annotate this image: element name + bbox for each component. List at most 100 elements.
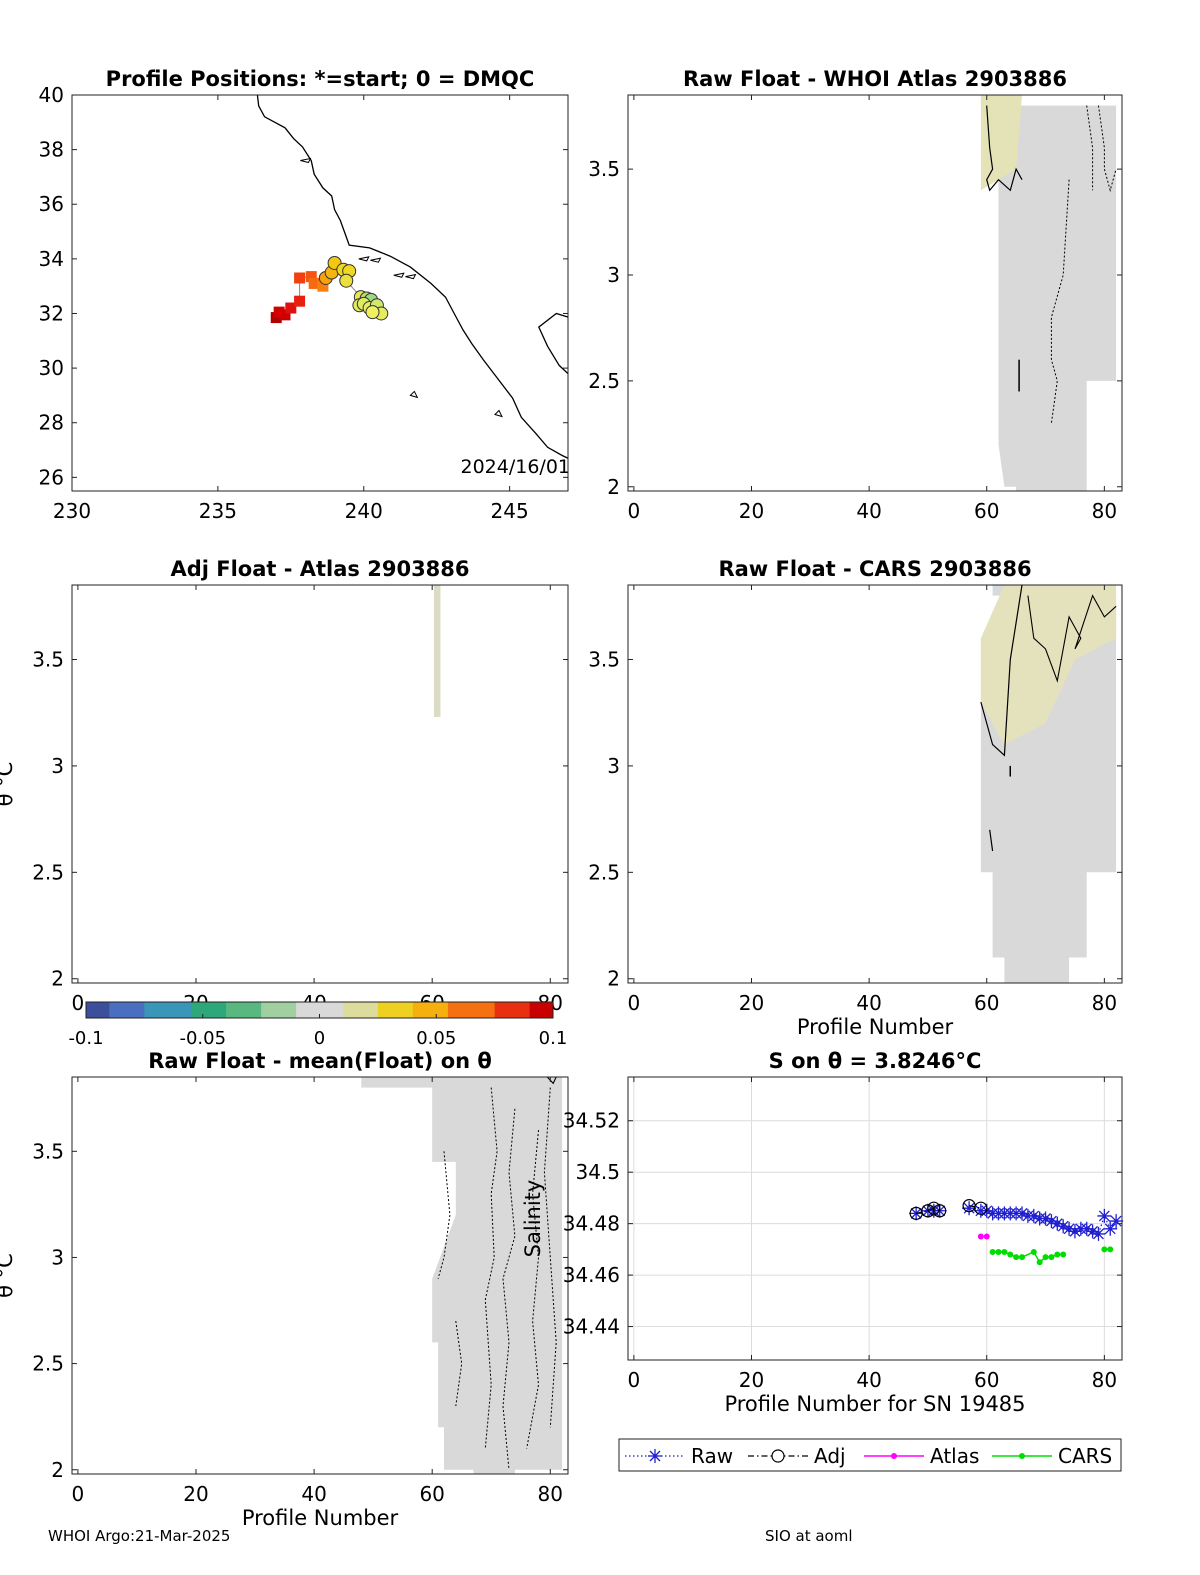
raw-marker — [962, 1201, 977, 1216]
colorbar-cell — [144, 1002, 157, 1018]
x-tick-label: 20 — [739, 1368, 764, 1392]
x-tick-label: 0 — [72, 1482, 85, 1506]
legend-box — [618, 1438, 1122, 1472]
y-tick-label: 3.5 — [588, 157, 620, 181]
position-square — [294, 295, 306, 307]
adj-marker — [927, 1201, 941, 1215]
gulf-coastline — [537, 312, 568, 375]
colorbar-cell — [132, 1002, 145, 1018]
footer-left: WHOI Argo:21-Mar-2025 — [48, 1527, 231, 1545]
y-tick-label: 34.46 — [563, 1263, 620, 1287]
cars-marker — [1054, 1251, 1061, 1258]
axes-box — [71, 584, 569, 984]
map-plot-area — [256, 95, 568, 459]
y-tick-label: 40 — [39, 83, 64, 107]
contour-line — [546, 1077, 557, 1085]
colorbar-cell — [97, 1002, 110, 1018]
footer-right: SIO at aoml — [765, 1527, 853, 1545]
contour-line — [986, 105, 1023, 192]
legend-marker — [1019, 1453, 1025, 1459]
colorbar-cell — [86, 1002, 99, 1018]
colorbar-cell — [214, 1002, 227, 1018]
raw-marker — [1044, 1214, 1059, 1229]
colorbar: -0.1 -0.05 0 0.05 0.1 — [68, 1001, 567, 1049]
x-tick-label: 20 — [739, 499, 764, 523]
colorbar-tick-label: 0.05 — [416, 1028, 456, 1049]
colorbar-cell — [529, 1002, 542, 1018]
position-circle — [339, 273, 354, 288]
cars-marker — [1048, 1254, 1055, 1261]
y-tick-label: 38 — [39, 138, 64, 162]
raw-marker — [1097, 1208, 1112, 1223]
y-tick-label: 2 — [607, 967, 620, 991]
cars-marker — [1013, 1254, 1020, 1261]
anomaly-field — [433, 585, 441, 717]
x-tick-label: 60 — [974, 1368, 999, 1392]
raw-marker — [1015, 1206, 1030, 1221]
y-axis-label: θ °C — [0, 1253, 17, 1298]
salinity-chart: 0 20 40 60 80 34.44 34.46 34.48 34.5 34.52 S on θ … — [521, 1049, 1124, 1472]
position-square — [294, 272, 306, 284]
contour-line — [437, 1151, 451, 1279]
x-tick-label: 80 — [1092, 1368, 1117, 1392]
chart-title: S on θ = 3.8246°C — [769, 1049, 982, 1073]
colorbar-cell — [167, 1002, 180, 1018]
atlas-marker — [983, 1233, 990, 1240]
y-tick-label: 2.5 — [588, 369, 620, 393]
colorbar-cell — [296, 1002, 309, 1018]
legend-label: Adj — [814, 1444, 846, 1468]
cars-marker — [1101, 1246, 1108, 1253]
chart-title: Profile Positions: *=start; 0 = DMQC — [106, 67, 535, 91]
colorbar-cell — [191, 1002, 204, 1018]
raw-marker — [1109, 1214, 1124, 1229]
cars-marker — [989, 1248, 996, 1255]
legend-label: Atlas — [930, 1444, 979, 1468]
raw-marker — [1085, 1224, 1100, 1239]
raw-marker — [1050, 1216, 1065, 1231]
colorbar-cell — [179, 1002, 192, 1018]
colorbar-cell — [366, 1002, 379, 1018]
colorbar-cell — [412, 1002, 426, 1018]
raw-marker — [1062, 1221, 1077, 1236]
colorbar-cell — [401, 1002, 414, 1018]
raw-marker — [1067, 1224, 1082, 1239]
raw-marker — [1103, 1221, 1118, 1236]
colorbar-cell — [307, 1002, 320, 1018]
x-tick-label: 80 — [1092, 991, 1117, 1015]
island — [409, 390, 419, 399]
x-tick-label: 80 — [1092, 499, 1117, 523]
legend-marker — [891, 1453, 897, 1459]
axes-box — [71, 1076, 569, 1475]
island — [358, 256, 370, 262]
y-axis-label: θ °C — [0, 762, 17, 807]
cars-plot-area — [980, 585, 1117, 983]
legend: Raw Adj Atlas CARS — [618, 1438, 1122, 1472]
map-chart: 2024/16/01 230 235 240 245 26 28 30 32 34 36 38 40 Pr… — [39, 67, 570, 523]
colorbar-cell — [471, 1002, 484, 1018]
colorbar-tick-label: 0 — [314, 1028, 325, 1049]
y-tick-label: 3 — [607, 754, 620, 778]
raw-marker — [648, 1449, 662, 1463]
chart-title: Raw Float - CARS 2903886 — [718, 557, 1031, 581]
axes-box — [627, 94, 1123, 492]
colorbar-cell — [436, 1002, 449, 1018]
colorbar-cell — [377, 1002, 391, 1018]
colorbar-cell — [331, 1002, 344, 1018]
x-tick-label: 0 — [628, 1368, 641, 1392]
coastline — [256, 95, 568, 459]
island — [405, 273, 417, 280]
chart-title: Adj Float - Atlas 2903886 — [170, 557, 469, 581]
contour-line — [1050, 179, 1070, 424]
colorbar-cell — [284, 1002, 297, 1018]
cars-marker — [1007, 1251, 1014, 1258]
y-tick-label: 34.44 — [563, 1315, 620, 1339]
colorbar-cell — [272, 1002, 285, 1018]
raw-marker — [1038, 1211, 1053, 1226]
colorbar-cell — [342, 1002, 356, 1018]
anomaly-field-warm — [980, 585, 1117, 745]
raw-marker — [1056, 1219, 1071, 1234]
chart-title: Raw Float - WHOI Atlas 2903886 — [683, 67, 1067, 91]
colorbar-cell — [261, 1002, 274, 1018]
